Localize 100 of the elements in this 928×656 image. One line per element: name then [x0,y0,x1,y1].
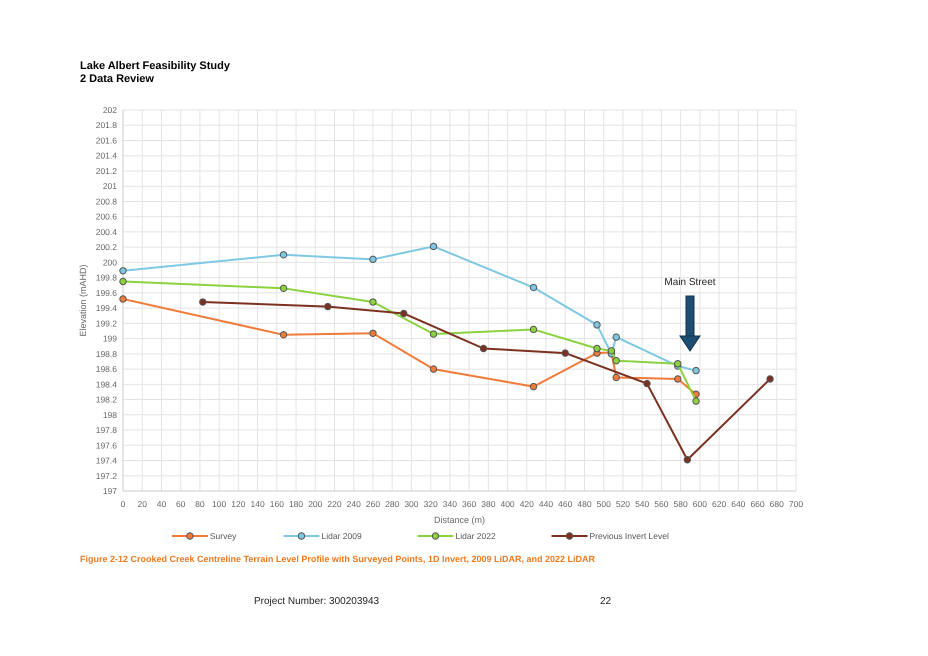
x-tick-label: 520 [616,499,630,509]
x-tick-label: 440 [538,499,554,509]
x-tick-label: 480 [577,499,592,509]
x-tick-label: 200 [308,499,323,509]
point [643,380,651,388]
point [692,366,700,374]
x-tick-label: 600 [692,499,708,509]
legend-label: Survey [210,531,238,541]
x-tick-label: 220 [327,499,342,509]
point [593,321,601,329]
y-tick-label: 197 [102,486,118,496]
point [400,310,408,318]
y-tick-label: 201.6 [96,135,118,146]
y-tick-label: 197.6 [96,440,118,450]
x-tick-label: 540 [635,499,650,509]
x-tick-label: 680 [770,499,784,509]
x-tick-label: 40 [156,499,166,509]
chart-title: Lake Albert Feasibility Study [80,60,231,72]
y-tick-label: 201.2 [96,166,118,176]
point [562,349,569,357]
y-tick-label: 198.4 [96,379,118,390]
x-tick-label: 320 [424,499,438,509]
point [593,344,601,352]
point [612,333,620,341]
x-tick-label: 580 [674,499,688,509]
x-tick-label: 460 [558,499,573,509]
legend-label: Previous Invert Level [590,531,669,541]
point [324,302,332,310]
x-tick-label: 420 [520,499,534,509]
chart-subtitle: 2 Data Review [80,73,154,85]
point [280,251,288,258]
point [674,375,682,383]
x-tick-label: 20 [137,499,148,509]
y-tick-label: 199.8 [96,272,118,283]
y-tick-label: 198 [102,410,118,420]
annotation: Main Street [664,277,716,288]
y-tick-label: 201.4 [96,150,118,161]
y-tick-label: 197.2 [96,470,118,481]
x-tick-label: 280 [385,499,400,509]
x-tick-label: 560 [654,499,669,509]
point [612,357,620,364]
point [430,242,438,250]
point [684,456,692,464]
y-tick-label: 198.6 [96,364,118,374]
y-tick-label: 199.2 [96,318,118,328]
x-tick-label: 80 [195,499,205,509]
y-axis-title: Elevation (mAHD) [78,264,88,337]
point [480,344,488,352]
x-tick-label: 240 [346,499,362,509]
y-tick-label: 200.6 [96,212,118,222]
x-tick-label: 380 [481,499,496,509]
y-tick-label: 201.8 [96,120,118,130]
point [530,284,538,292]
legend-label: Lidar 2009 [322,531,362,541]
point [430,365,438,373]
y-tick-label: 200.4 [96,226,118,237]
point [369,330,377,337]
point [199,298,206,306]
x-tick-label: 360 [462,499,476,509]
y-tick-label: 198.2 [96,394,118,405]
y-tick-label: 201 [102,181,118,192]
x-tick-label: 640 [731,499,746,509]
y-tick-label: 199.4 [96,303,118,314]
y-tick-label: 202 [102,105,118,115]
x-tick-label: 100 [212,499,227,509]
x-axis-title: Distance (m) [434,515,486,525]
x-tick-label: 140 [250,499,265,509]
point [369,256,377,264]
point [612,374,620,382]
point [530,326,538,334]
caption: Figure 2-12 Crooked Creek Centreline Terrain Level Profile with Surveyed Points, 1D Invert, 2009 LiDAR, and 2022 LiDAR [80,554,596,564]
y-tick-label: 200.8 [96,196,118,206]
text: 22 [600,596,612,607]
point [119,267,127,274]
x-tick-label: 620 [712,499,726,509]
x-tick-label: 400 [500,499,515,509]
y-tick-label: 199.6 [96,288,118,298]
x-tick-label: 260 [366,499,380,509]
point [674,360,682,368]
point [766,375,774,383]
y-tick-label: 197.8 [96,425,118,436]
point [430,330,438,338]
x-tick-label: 120 [231,499,246,509]
point [692,397,700,405]
x-tick-label: 60 [176,499,186,509]
x-tick-label: 700 [788,499,804,509]
y-tick-label: 199 [102,334,118,344]
point [280,284,288,292]
y-tick-label: 197.4 [96,456,118,466]
x-tick-label: 660 [750,499,765,509]
point [369,298,377,306]
y-tick-label: 200 [102,257,118,268]
point [119,278,127,286]
x-tick-label: 340 [442,499,458,509]
x-tick-label: 300 [404,499,419,509]
x-tick-label: 160 [270,499,284,509]
legend-label: Lidar 2022 [456,531,496,541]
x-tick-label: 500 [596,499,612,509]
point [280,331,288,338]
y-tick-label: 198.8 [96,348,118,359]
